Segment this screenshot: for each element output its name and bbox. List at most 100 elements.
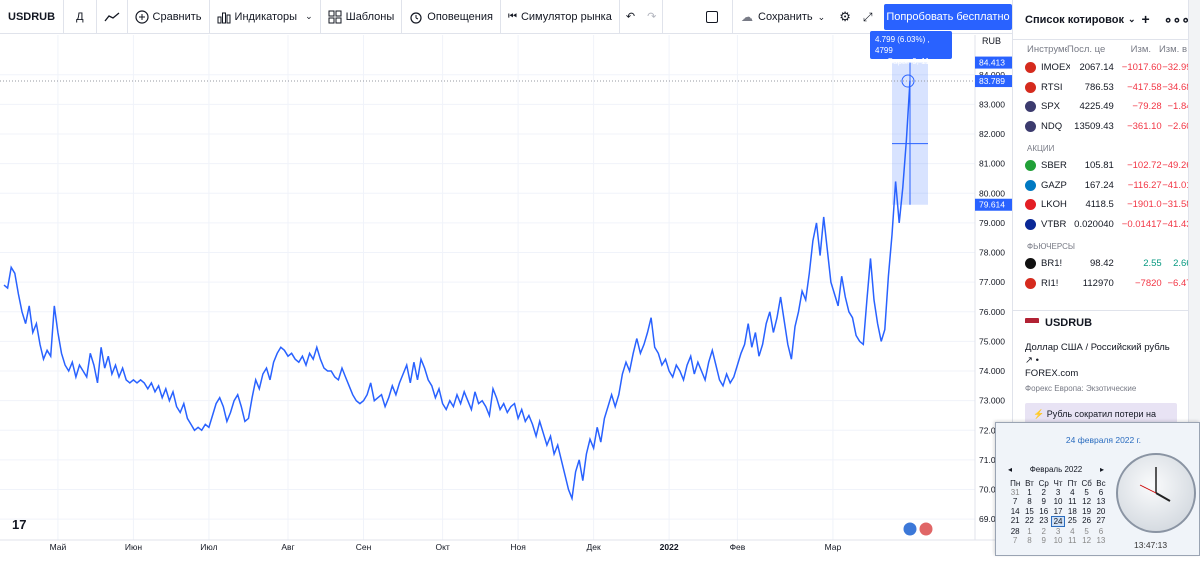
chart-area[interactable]: 84.000 83.000 82.000 81.000 80.000 79.000 78.0… (0, 31, 1012, 556)
prev-month-icon[interactable]: ◂ (1008, 465, 1013, 474)
watchlist-row[interactable]: IMOEX 2067.14 −1017.60 −32.99% (1013, 58, 1200, 78)
price-tick-label: 76.000 (979, 307, 1005, 317)
watchlist-row[interactable]: LKOH 4118.5 −1901.0 −31.58% (1013, 195, 1200, 215)
calendar-day[interactable]: 22 (1024, 515, 1034, 525)
top-toolbar: USDRUB Д Сравнить Индикаторы ⌄ Шаблоны О… (0, 0, 1012, 34)
calendar-day[interactable]: 7 (1012, 536, 1018, 546)
calendar-day[interactable]: 6 (1098, 527, 1104, 537)
clock-face (1139, 467, 1171, 502)
calendar-day[interactable]: 6 (1098, 488, 1104, 498)
calendar-day[interactable]: 8 (1027, 497, 1032, 507)
settings-button[interactable]: ⚙ (839, 9, 851, 25)
replay-button[interactable]: ⏮ Симулятор рынка (501, 0, 620, 34)
calendar-day[interactable]: 2 (1041, 527, 1046, 537)
symbol-search[interactable]: USDRUB (0, 0, 65, 34)
calendar-day[interactable]: 15 (1024, 506, 1034, 516)
compare-button[interactable]: Сравнить (128, 0, 210, 34)
watchlist-row[interactable]: NDQ 13509.43 −361.10 −2.60% (1013, 117, 1200, 137)
calendar-day[interactable]: 2 (1041, 488, 1046, 498)
change: −79.28 (1132, 101, 1162, 113)
detail-symbol[interactable]: USDRUB (1045, 317, 1093, 329)
fullscreen-button[interactable]: ⤢ (863, 10, 873, 25)
interval-button[interactable]: Д (64, 0, 97, 34)
calendar-day[interactable]: 13 (1096, 497, 1106, 507)
watchlist-row[interactable]: RTSI 786.53 −417.58 −34.68% (1013, 78, 1200, 98)
calendar-day[interactable]: 25 (1067, 515, 1077, 525)
calendar-day[interactable]: 19 (1082, 506, 1092, 516)
symbol-logo-icon (1025, 160, 1036, 172)
redo-icon: ↷ (647, 11, 657, 23)
save-button[interactable]: ☁ Сохранить ⌄ (732, 0, 825, 34)
calendar-date[interactable]: 24 февраля 2022 г. (1065, 435, 1142, 445)
calendar-day[interactable]: 23 (1039, 515, 1049, 525)
last-price: 167.24 (1084, 179, 1114, 191)
symbol: GAZP (1041, 179, 1067, 191)
calendar-day[interactable]: 27 (1096, 515, 1106, 525)
change-percent: −1.84% (1167, 101, 1200, 113)
currency-label[interactable]: RUB (982, 36, 1002, 46)
watchlist-stocks: SBER 105.81 −102.72 −49.26% GAZP 167.24 −116.2… (1013, 156, 1200, 234)
col-symbol[interactable]: Инструме (1027, 43, 1067, 55)
indicators-button[interactable]: Индикаторы ⌄ (210, 0, 321, 34)
calendar-day[interactable]: 26 (1082, 515, 1092, 525)
templates-button[interactable]: Шаблоны (321, 0, 403, 34)
add-symbol-icon[interactable]: + (1141, 11, 1150, 27)
more-icon[interactable]: ∘∘∘ (1163, 11, 1190, 27)
redo-button[interactable]: ↷ (641, 0, 664, 34)
calendar-day[interactable]: 9 (1041, 536, 1046, 546)
calendar-day[interactable]: 3 (1055, 527, 1061, 537)
calendar-day[interactable]: 28 (1010, 527, 1020, 537)
watchlist-row[interactable]: GAZP 167.24 −116.27 −41.01% (1013, 176, 1200, 196)
calendar-day[interactable]: 1 (1027, 488, 1032, 498)
calendar-day[interactable]: 10 (1053, 536, 1063, 546)
calendar-day[interactable]: 4 (1070, 527, 1075, 537)
calendar-day[interactable]: 5 (1084, 488, 1089, 498)
watchlist-row[interactable]: RI1! 112970 −7820 −6.47% (1013, 274, 1200, 294)
calendar-day[interactable]: 4 (1070, 488, 1075, 498)
watchlist-title[interactable]: Список котировок (1025, 13, 1124, 26)
price-chart[interactable]: 84.000 83.000 82.000 81.000 80.000 79.000 78.0… (0, 35, 1012, 556)
chart-type-button[interactable] (97, 0, 128, 34)
watchlist-row[interactable]: SBER 105.81 −102.72 −49.26% (1013, 156, 1200, 176)
calendar-day[interactable]: 17 (1053, 506, 1063, 516)
calendar-day[interactable]: 1 (1027, 527, 1032, 537)
detail-source[interactable]: FOREX.com (1025, 368, 1079, 379)
calendar-day[interactable]: 18 (1067, 506, 1077, 516)
col-chg[interactable]: Изм. (1130, 43, 1151, 55)
watchlist-row[interactable]: BR1! 98.42 2.55 2.66% (1013, 254, 1200, 274)
calendar-day[interactable]: 12 (1082, 536, 1092, 546)
time-tick-label: Окт (435, 542, 449, 552)
calendar-day[interactable]: 9 (1041, 497, 1046, 507)
watchlist-row[interactable]: VTBR 0.020040 −0.01417 −41.43% (1013, 215, 1200, 235)
try-free-button[interactable]: Попробовать бесплатно (884, 4, 1012, 30)
calendar-day[interactable]: 24 (1050, 515, 1066, 528)
alerts-button[interactable]: Оповещения (402, 0, 501, 34)
external-link-icon[interactable]: ↗ (1025, 355, 1033, 366)
next-month-icon[interactable]: ▸ (1099, 465, 1104, 474)
calendar-day[interactable]: 21 (1010, 515, 1020, 525)
calendar-day[interactable]: 8 (1027, 536, 1032, 546)
calendar-day[interactable]: 16 (1039, 506, 1049, 516)
col-chgp[interactable]: Изм. в (1158, 43, 1187, 55)
calendar-day[interactable]: 20 (1096, 506, 1106, 516)
watchlist-row[interactable]: SPX 4225.49 −79.28 −1.84% (1013, 97, 1200, 117)
calendar-day[interactable]: 11 (1068, 497, 1077, 507)
interval-label: Д (76, 10, 84, 23)
layout-checkbox[interactable] (706, 11, 718, 23)
calendar-day[interactable]: 12 (1082, 497, 1092, 507)
cloud-icon: ☁ (741, 10, 753, 24)
symbol-logo-icon (1025, 199, 1036, 211)
calendar-day[interactable]: 5 (1084, 527, 1089, 537)
weekday-label: Вс (1096, 479, 1106, 488)
col-last[interactable]: Посл. це (1067, 43, 1106, 55)
change-percent: −2.60% (1167, 120, 1200, 132)
calendar-day[interactable]: 31 (1010, 488, 1020, 498)
undo-button[interactable]: ↶ (620, 0, 641, 34)
calendar-day[interactable]: 11 (1068, 536, 1077, 546)
calendar-day[interactable]: 7 (1012, 497, 1018, 507)
calendar-day[interactable]: 13 (1096, 536, 1106, 546)
calendar-day[interactable]: 14 (1010, 506, 1020, 516)
calendar-day[interactable]: 10 (1053, 497, 1063, 507)
flag-icon (1025, 318, 1039, 328)
calendar-day[interactable]: 3 (1055, 488, 1061, 498)
